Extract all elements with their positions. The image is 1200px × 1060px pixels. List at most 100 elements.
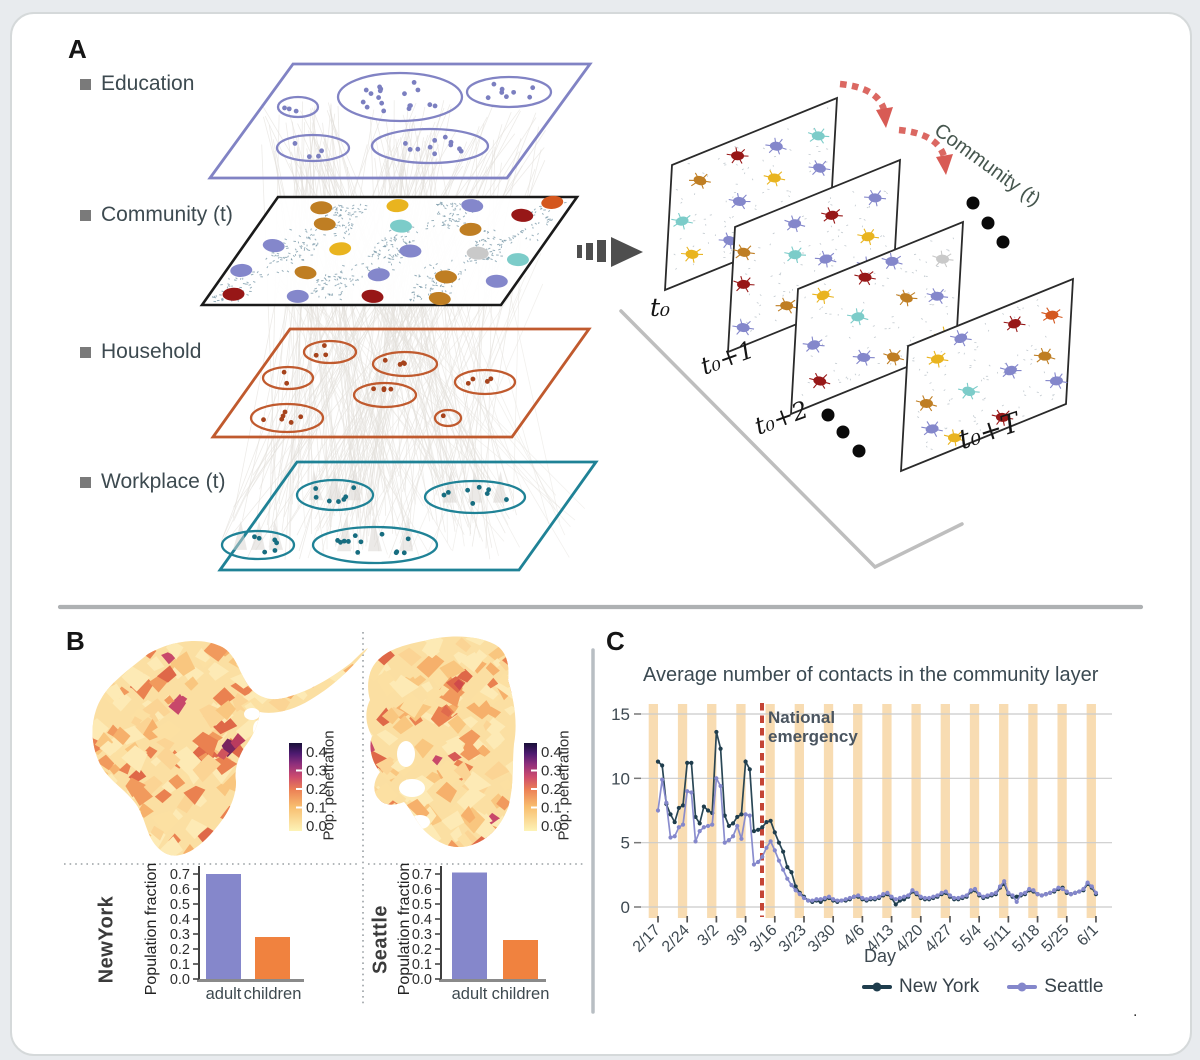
agent-node bbox=[693, 175, 707, 186]
weekend-band bbox=[1086, 704, 1096, 918]
layer-label-household: Household bbox=[80, 340, 201, 364]
ellipsis-dot-icon bbox=[836, 425, 850, 439]
weekend-band bbox=[911, 704, 921, 918]
bar-y-tick-label: 0.7 bbox=[412, 867, 432, 883]
bar-y-tick-label: 0.2 bbox=[170, 942, 190, 958]
agent-node bbox=[767, 173, 781, 183]
agent-node bbox=[807, 340, 820, 350]
weekend-band bbox=[677, 704, 688, 918]
bar-category-label: children bbox=[492, 985, 550, 1003]
colorbar-tick-label: 0.0 bbox=[306, 818, 327, 835]
bar-children bbox=[503, 940, 538, 979]
community-node bbox=[313, 217, 336, 231]
agent-node bbox=[868, 193, 882, 203]
city-label-seattle: Seattle bbox=[369, 904, 392, 975]
bar-y-tick-label: 0.1 bbox=[412, 957, 432, 973]
colorbar-tick-label: 0.3 bbox=[541, 763, 562, 780]
colorbar-tick-label: 0.2 bbox=[306, 781, 327, 798]
agent-node bbox=[995, 412, 1009, 422]
new-york-dot-icon bbox=[872, 982, 882, 992]
weekend-band bbox=[1028, 704, 1038, 918]
group-ellipse bbox=[295, 478, 375, 512]
bar-y-tick-label: 0.5 bbox=[412, 897, 432, 913]
agent-node bbox=[685, 249, 699, 259]
community-node bbox=[435, 270, 457, 284]
agent-node bbox=[737, 279, 751, 289]
hop-arrowhead-icon bbox=[876, 107, 893, 128]
agent-node bbox=[675, 216, 689, 226]
agent-node bbox=[813, 163, 826, 173]
colorbar-tick-label: 0.2 bbox=[541, 781, 562, 798]
ellipsis-dot-icon bbox=[821, 408, 835, 422]
community-node bbox=[506, 253, 529, 267]
bar-category-label: adult bbox=[206, 985, 242, 1003]
x-tick-label: 3/23 bbox=[776, 922, 810, 956]
ylabel-newyork-bars: Population fraction bbox=[143, 862, 160, 996]
group-ellipse bbox=[276, 95, 320, 119]
agent-node bbox=[723, 236, 737, 246]
group-ellipse bbox=[433, 408, 463, 428]
agent-node bbox=[861, 232, 875, 242]
bar-category-label: children bbox=[244, 985, 302, 1003]
seattle-dot-icon bbox=[1017, 982, 1027, 992]
colorbar-tick-label: 0.1 bbox=[541, 800, 562, 817]
agent-node bbox=[788, 250, 802, 260]
agent-node bbox=[813, 376, 827, 386]
community-node bbox=[511, 208, 534, 222]
layer-label-text: Workplace (t) bbox=[101, 470, 226, 493]
agent-node bbox=[948, 433, 962, 443]
weekend-band bbox=[853, 704, 863, 918]
layer-label-text: Community (t) bbox=[101, 203, 233, 226]
panel-b-letter: B bbox=[66, 626, 85, 656]
bar-y-tick-label: 0.2 bbox=[412, 942, 432, 958]
legend-label-seattle: Seattle bbox=[1044, 976, 1104, 997]
legend-item-new-york: New York bbox=[862, 976, 979, 998]
layer-label-text: Education bbox=[101, 72, 195, 95]
group-ellipse bbox=[336, 71, 464, 123]
layer-label-education: Education bbox=[80, 72, 194, 96]
layer-label-workplace: Workplace (t) bbox=[80, 470, 225, 494]
agent-node bbox=[825, 210, 839, 220]
community-node bbox=[329, 242, 352, 256]
community-node bbox=[230, 263, 253, 277]
group-ellipse bbox=[302, 339, 358, 365]
bar-y-tick-label: 0.6 bbox=[412, 882, 432, 898]
square-bullet-icon bbox=[80, 346, 91, 358]
hop-arrowhead-icon bbox=[936, 154, 953, 175]
agent-node bbox=[1038, 351, 1052, 361]
national-emergency-annotation: National emergency bbox=[768, 708, 858, 747]
agent-node bbox=[819, 254, 833, 264]
x-tick-label: 2/17 bbox=[630, 922, 664, 956]
agent-node bbox=[858, 272, 872, 282]
new-york-line-marker-icon bbox=[862, 982, 892, 992]
bar-y-tick-label: 0.6 bbox=[170, 882, 190, 898]
community-node bbox=[428, 291, 451, 306]
colorbar-tick-label: 0.0 bbox=[541, 818, 562, 835]
y-tick-label: 10 bbox=[611, 769, 630, 788]
square-bullet-icon bbox=[80, 476, 91, 488]
community-node bbox=[466, 246, 489, 260]
group-ellipse bbox=[249, 402, 325, 434]
x-tick-label: 5/4 bbox=[957, 922, 985, 950]
x-tick-label: 3/30 bbox=[805, 922, 839, 956]
colorbar-tick-label: 0.4 bbox=[306, 744, 327, 761]
layer-label-text: Household bbox=[101, 340, 202, 363]
ellipsis-dot-icon bbox=[996, 235, 1010, 249]
bar-y-tick-label: 0.3 bbox=[412, 927, 432, 943]
group-ellipse bbox=[220, 529, 296, 561]
agent-node bbox=[900, 293, 913, 303]
bar-y-tick-label: 0.0 bbox=[412, 972, 432, 988]
agent-node bbox=[736, 323, 750, 333]
community-node bbox=[222, 287, 245, 301]
weekend-band bbox=[823, 704, 834, 918]
weekend-band bbox=[882, 704, 892, 918]
agent-node bbox=[737, 247, 751, 257]
y-tick-label: 5 bbox=[621, 834, 630, 853]
community-layer-plane bbox=[199, 195, 580, 307]
agent-node bbox=[1004, 365, 1017, 376]
community-node bbox=[386, 199, 409, 213]
weekend-band bbox=[648, 704, 658, 918]
chart-title: Average number of contacts in the commun… bbox=[643, 664, 1099, 686]
panel-a-graphics bbox=[199, 62, 1074, 572]
